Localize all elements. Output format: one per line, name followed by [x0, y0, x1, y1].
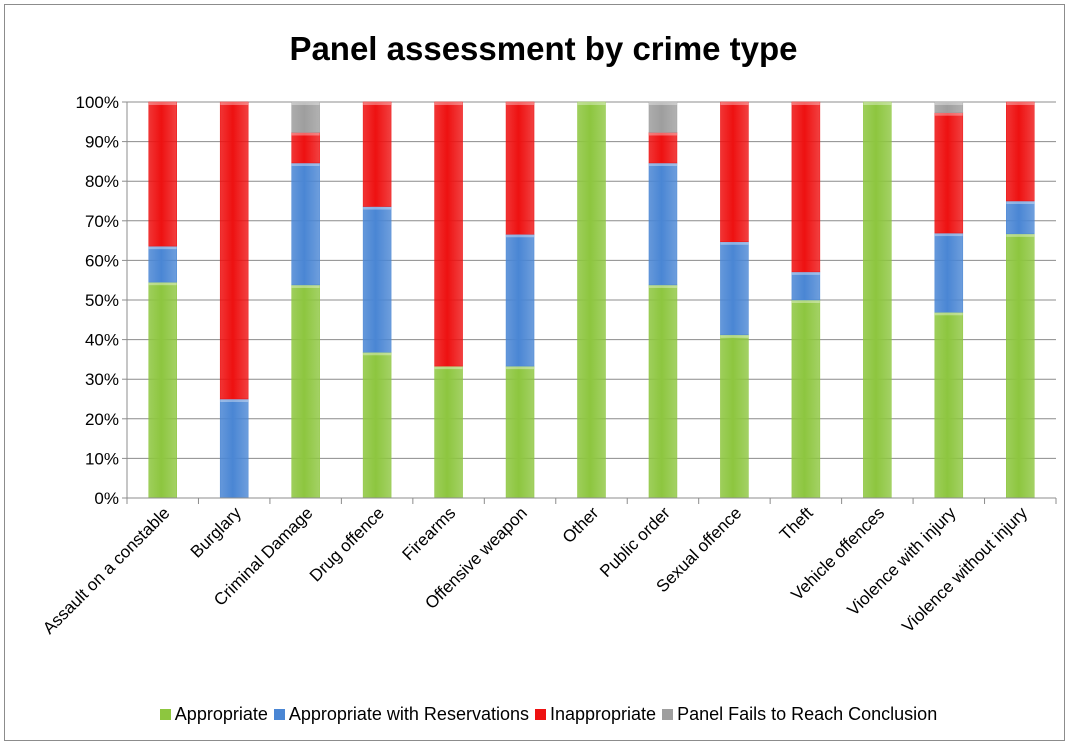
- bar-public-order-inappropriate: [648, 132, 678, 164]
- bar-criminal-damage-appropriate: [291, 284, 320, 499]
- legend-swatch: [159, 709, 171, 720]
- bar-drug-offence-inappropriate: [362, 101, 392, 207]
- x-tick-label: Violence without injury: [898, 503, 1031, 636]
- legend-item-appropriate: Appropriate: [159, 704, 268, 725]
- bar-burglary-appropriate-with-reservations: [219, 398, 249, 499]
- y-tick-label: 20%: [85, 410, 119, 429]
- bar-violence-without-injury-inappropriate: [1006, 101, 1035, 202]
- legend-swatch: [273, 709, 285, 720]
- y-tick-label: 40%: [85, 331, 119, 350]
- y-tick-label: 100%: [76, 93, 119, 112]
- x-tick-label: Burglary: [187, 503, 246, 562]
- bar-assault-on-a-constable-appropriate-with-reservations: [148, 245, 177, 283]
- legend-label: Appropriate: [174, 704, 268, 724]
- bar-criminal-damage-appropriate-with-reservations: [291, 162, 320, 286]
- y-tick-label: 0%: [94, 489, 119, 508]
- y-tick-label: 90%: [85, 133, 119, 152]
- x-tick-label: Firearms: [399, 503, 460, 564]
- legend-item-panel-fails-to-reach-conclusion: Panel Fails to Reach Conclusion: [662, 704, 937, 725]
- bar-other-appropriate: [577, 101, 606, 499]
- bar-sexual-offence-appropriate: [720, 334, 749, 499]
- legend-swatch: [534, 709, 546, 720]
- bar-burglary-inappropriate: [219, 101, 249, 400]
- legend-item-inappropriate: Inappropriate: [534, 704, 657, 725]
- bar-criminal-damage-inappropriate: [291, 132, 320, 164]
- bar-violence-with-injury-appropriate: [934, 312, 964, 499]
- bar-drug-offence-appropriate: [362, 352, 392, 499]
- bar-assault-on-a-constable-inappropriate: [148, 101, 177, 247]
- bar-violence-without-injury-appropriate: [1006, 233, 1035, 499]
- legend-item-appropriate-with-reservations: Appropriate with Reservations: [273, 704, 529, 725]
- bar-firearms-appropriate: [434, 365, 463, 499]
- legend-label: Appropriate with Reservations: [288, 704, 529, 724]
- bar-theft-inappropriate: [791, 101, 821, 273]
- bar-offensive-weapon-inappropriate: [505, 101, 535, 235]
- bar-firearms-inappropriate: [434, 101, 463, 367]
- x-tick-label: Public order: [596, 503, 674, 581]
- bar-violence-with-injury-panel-fails-to-reach-conclusion: [934, 101, 964, 113]
- y-tick-label: 80%: [85, 172, 119, 191]
- bar-criminal-damage-panel-fails-to-reach-conclusion: [291, 101, 320, 133]
- legend-swatch: [662, 709, 674, 720]
- bar-public-order-appropriate-with-reservations: [648, 162, 678, 286]
- chart-legend: Appropriate Appropriate with Reservations…: [0, 704, 1071, 725]
- y-tick-label: 70%: [85, 212, 119, 231]
- bar-vehicle-offences-appropriate: [863, 101, 892, 499]
- bar-sexual-offence-inappropriate: [720, 101, 749, 243]
- bar-offensive-weapon-appropriate-with-reservations: [505, 234, 535, 367]
- x-tick-label: Theft: [776, 503, 817, 544]
- bar-public-order-appropriate: [648, 284, 678, 499]
- legend-label: Panel Fails to Reach Conclusion: [677, 704, 938, 724]
- y-tick-label: 60%: [85, 251, 119, 270]
- x-tick-label: Assault on a constable: [39, 503, 173, 637]
- x-tick-label: Drug offence: [306, 503, 388, 585]
- bar-violence-without-injury-appropriate-with-reservations: [1006, 200, 1035, 235]
- bar-violence-with-injury-inappropriate: [934, 112, 964, 234]
- bar-violence-with-injury-appropriate-with-reservations: [934, 232, 964, 313]
- bar-offensive-weapon-appropriate: [505, 365, 535, 499]
- y-tick-label: 50%: [85, 291, 119, 310]
- bar-public-order-panel-fails-to-reach-conclusion: [648, 101, 678, 133]
- bar-assault-on-a-constable-appropriate: [148, 281, 177, 499]
- bar-drug-offence-appropriate-with-reservations: [362, 206, 392, 353]
- bar-theft-appropriate-with-reservations: [791, 271, 821, 301]
- bar-sexual-offence-appropriate-with-reservations: [720, 241, 749, 336]
- y-tick-label: 10%: [85, 449, 119, 468]
- y-tick-label: 30%: [85, 370, 119, 389]
- chart-title: Panel assessment by crime type: [289, 30, 798, 67]
- bar-theft-appropriate: [791, 299, 821, 499]
- x-tick-label: Other: [559, 503, 603, 547]
- legend-label: Inappropriate: [549, 704, 657, 724]
